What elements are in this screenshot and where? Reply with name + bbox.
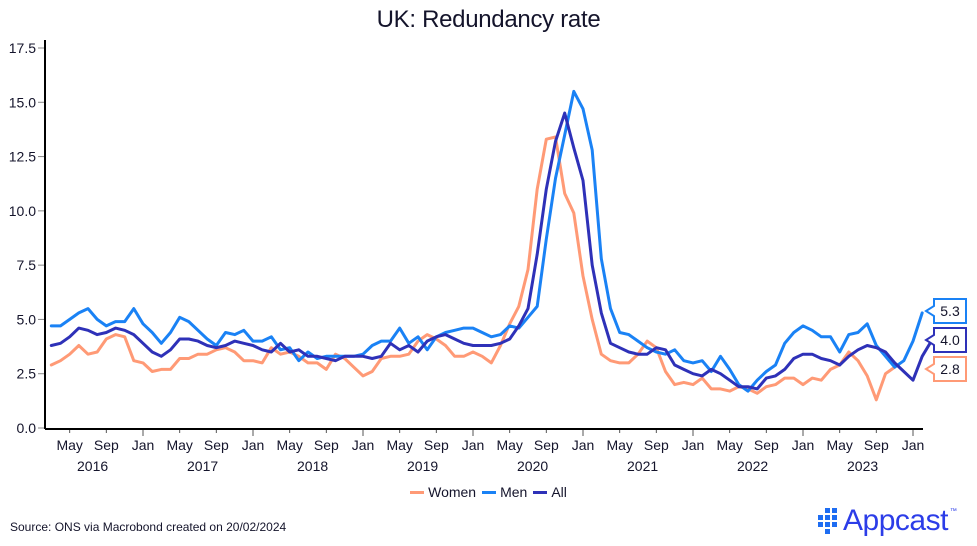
x-axis: May Sep Jan May Sep Jan May Sep Jan May Sep Jan May S…: [56, 429, 924, 474]
end-label-box-women: [924, 356, 967, 382]
appcast-logo-icon: [818, 508, 837, 534]
legend-item-all: All: [533, 484, 567, 500]
y-tick-label: 7.5: [17, 257, 37, 273]
chart-title: UK: Redundancy rate: [376, 6, 601, 33]
x-year-label: 2018: [297, 458, 328, 474]
x-tick-label: May: [386, 437, 412, 453]
x-tick-label: Jan: [132, 437, 155, 453]
legend-swatch-all: [533, 490, 548, 494]
legend-swatch-women: [410, 490, 425, 494]
x-tick-label: May: [166, 437, 192, 453]
x-tick-label: Jan: [792, 437, 815, 453]
x-tick-label: Sep: [534, 437, 559, 453]
y-axis: 0.0 2.5 5.0 7.5 10.0 12.5 15.0 17.5: [9, 40, 45, 436]
x-tick-label: Sep: [864, 437, 889, 453]
brand-name: Appcast: [843, 504, 948, 537]
y-tick-label: 17.5: [9, 40, 36, 56]
end-label-box-men: [924, 298, 967, 324]
y-tick-label: 15.0: [9, 94, 36, 110]
x-tick-label: May: [276, 437, 302, 453]
legend-item-women: Women: [410, 484, 476, 500]
end-labels: 5.3 4.0 2.8: [924, 298, 967, 382]
series-line-men: [49, 89, 924, 393]
x-tick-label: Sep: [644, 437, 669, 453]
x-year-label: 2020: [517, 458, 548, 474]
legend-swatch-men: [482, 490, 497, 494]
x-year-label: 2017: [187, 458, 218, 474]
legend-label-all: All: [551, 484, 567, 500]
series-layer: [49, 89, 933, 402]
series-line-all: [49, 111, 933, 391]
y-tick-label: 0.0: [17, 420, 37, 436]
source-note: Source: ONS via Macrobond created on 20/…: [10, 520, 287, 534]
x-year-label: 2021: [627, 458, 658, 474]
x-tick-label: Sep: [424, 437, 449, 453]
x-year-label: 2022: [737, 458, 768, 474]
x-tick-label: May: [496, 437, 522, 453]
y-tick-label: 5.0: [17, 311, 37, 327]
x-tick-label: Sep: [94, 437, 119, 453]
x-tick-label: Sep: [754, 437, 779, 453]
x-tick-label: May: [606, 437, 632, 453]
end-label-women: 2.8: [940, 361, 960, 377]
x-tick-label: Jan: [242, 437, 265, 453]
series-line-women: [49, 135, 897, 402]
x-tick-label: Jan: [572, 437, 595, 453]
x-tick-label: May: [826, 437, 852, 453]
trademark-mark: ™: [949, 508, 957, 515]
x-tick-label: Sep: [204, 437, 229, 453]
end-label-all: 4.0: [940, 332, 960, 348]
x-tick-label: Jan: [902, 437, 925, 453]
x-tick-label: Sep: [314, 437, 339, 453]
appcast-logo: Appcast ™: [818, 506, 957, 536]
legend: Women Men All: [0, 484, 977, 500]
x-year-label: 2019: [407, 458, 438, 474]
end-label-box-all: [924, 327, 967, 353]
x-tick-label: Jan: [682, 437, 705, 453]
x-year-label: 2023: [847, 458, 878, 474]
x-tick-label: Jan: [462, 437, 485, 453]
y-tick-label: 2.5: [17, 366, 37, 382]
legend-label-men: Men: [500, 484, 528, 500]
x-tick-label: Jan: [352, 437, 375, 453]
end-label-men: 5.3: [940, 303, 960, 319]
legend-label-women: Women: [428, 484, 477, 500]
x-tick-label: May: [56, 437, 82, 453]
x-year-label: 2016: [77, 458, 108, 474]
y-tick-label: 10.0: [9, 203, 36, 219]
legend-item-men: Men: [482, 484, 527, 500]
y-tick-label: 12.5: [9, 149, 36, 165]
x-tick-label: May: [716, 437, 742, 453]
